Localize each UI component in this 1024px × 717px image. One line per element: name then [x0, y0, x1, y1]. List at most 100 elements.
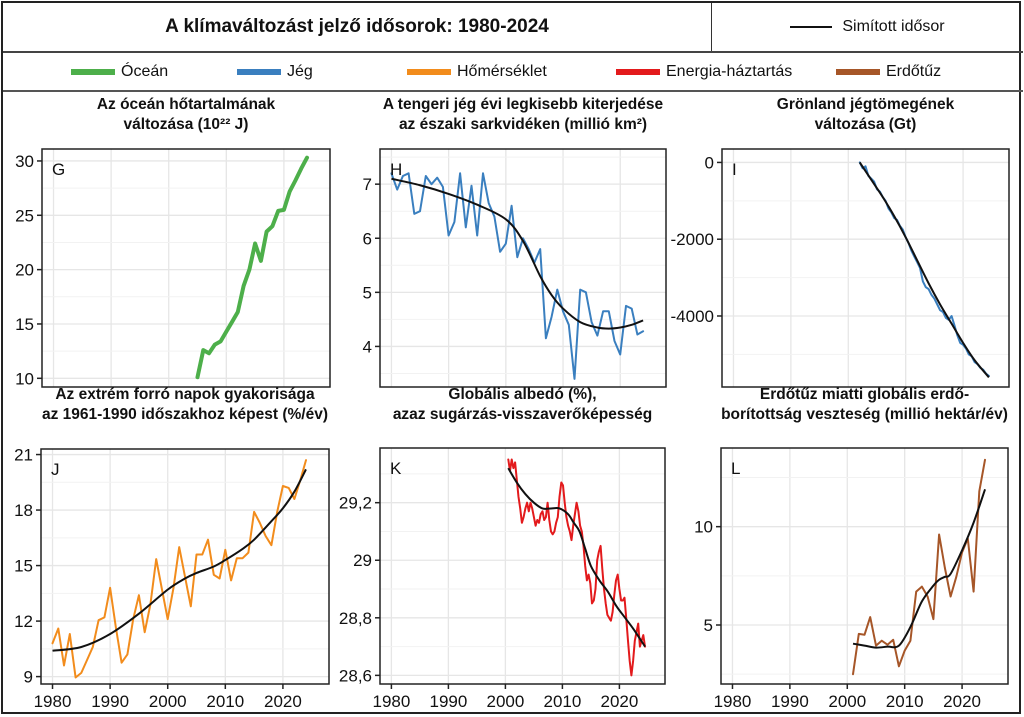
chart-title-line: A tengeri jég évi legkisebb kiterjedése	[383, 96, 664, 113]
legend-swatch-ocean-icon	[71, 68, 115, 75]
y-tick-label: 25	[15, 206, 34, 225]
category-legend: Óceán Jég Hőmérséklet Energia-háztartás …	[3, 53, 1023, 92]
panel-letter: I	[732, 160, 737, 179]
y-tick-label: 29,2	[339, 494, 372, 513]
plot-background	[42, 149, 330, 387]
y-tick-label: 29	[353, 551, 372, 570]
plot-background	[721, 448, 1008, 684]
x-tick-label: 2010	[543, 692, 581, 711]
legend-label: Erdőtűz	[886, 62, 942, 80]
x-tick-label: 1980	[34, 692, 72, 711]
series-line-jég	[390, 172, 645, 380]
y-tick-label: 15	[15, 315, 34, 334]
legend-label: Hőmérséklet	[457, 62, 547, 80]
plot-border	[720, 447, 1009, 685]
panel-letter: J	[51, 460, 60, 479]
x-tick-label: 2020	[264, 692, 302, 711]
series-line-energia-háztartás	[507, 458, 646, 677]
chart-title-line: az 1961-1990 időszakhoz képest (%/év)	[42, 406, 328, 423]
chart-title-line: Az extrém forró napok gyakorisága	[55, 386, 315, 403]
legend-swatch-temperature-icon	[407, 68, 451, 75]
y-tick-label: 5	[363, 283, 372, 302]
y-tick-label: 0	[705, 153, 714, 172]
plot-border	[721, 148, 1010, 388]
legend-item-wildfire: Erdőtűz	[836, 53, 941, 90]
y-tick-label: 20	[15, 261, 34, 280]
y-tick-label: 30	[15, 152, 34, 171]
chart-title-line: borítottság veszteség (millió hektár/év)	[721, 406, 1008, 423]
chart-panel-g: Az óceán hőtartalmának változása (10²² J)…	[15, 96, 331, 388]
y-tick-label: 28,6	[339, 666, 372, 685]
x-tick-label: 1980	[372, 692, 410, 711]
legend-item-ice: Jég	[237, 53, 313, 90]
chart-panel-l: Erdőtűz miatti globális erdő-borítottság…	[694, 386, 1009, 711]
y-tick-label: 4	[363, 337, 372, 356]
x-tick-label: 1990	[771, 692, 809, 711]
legend-item-energy-balance: Energia-háztartás	[616, 53, 792, 90]
y-tick-label: 7	[363, 175, 372, 194]
panel-letter: G	[52, 160, 65, 179]
series-line-hőmérséklet	[51, 459, 307, 679]
x-tick-label: 2020	[600, 692, 638, 711]
x-tick-label: 2020	[943, 692, 981, 711]
chart-panel-j: Az extrém forró napok gyakorisága az 1961…	[14, 386, 330, 711]
series-line-óceán	[195, 155, 309, 380]
y-tick-label: 15	[14, 557, 33, 576]
chart-title-line: változása (10²² J)	[124, 116, 249, 133]
y-tick-label: 10	[694, 518, 713, 537]
y-tick-label: -4000	[671, 307, 714, 326]
legend-item-ocean: Óceán	[71, 53, 168, 90]
legend-item-temperature: Hőmérséklet	[407, 53, 547, 90]
y-tick-label: 5	[704, 616, 713, 635]
chart-title-line: Erdőtűz miatti globális erdő-	[760, 386, 969, 403]
panel-letter: K	[390, 459, 402, 478]
plot-background	[722, 149, 1009, 387]
chart-panel-i: Grönland jégtömegének változása (Gt) I0 -20…	[671, 96, 1010, 388]
plot-background	[380, 448, 665, 684]
chart-title-line: Az óceán hőtartalmának	[97, 96, 276, 113]
x-tick-label: 2010	[886, 692, 924, 711]
plot-background	[380, 149, 666, 387]
smoothed-line	[858, 161, 990, 379]
y-tick-label: 18	[14, 501, 33, 520]
x-tick-label: 1990	[429, 692, 467, 711]
smoothed-line	[507, 467, 646, 648]
y-tick-label: 6	[363, 229, 372, 248]
chart-title-line: Grönland jégtömegének	[777, 96, 955, 113]
chart-title-line: az északi sarkvidéken (millió km²)	[399, 116, 647, 133]
smoothed-series-label: Simított idősor	[842, 18, 945, 35]
x-tick-label: 1990	[91, 692, 129, 711]
panel-letter: L	[731, 459, 740, 478]
figure-title: A klímaváltozást jelző idősorok: 1980-20…	[3, 3, 712, 51]
figure-header: A klímaváltozást jelző idősorok: 1980-20…	[3, 3, 1023, 53]
chart-title-line: azaz sugárzás-visszaverőképesség	[393, 406, 652, 423]
y-tick-label: 12	[14, 612, 33, 631]
x-tick-label: 2000	[828, 692, 866, 711]
x-tick-label: 2010	[206, 692, 244, 711]
chart-panel-h: A tengeri jég évi legkisebb kiterjedése a…	[363, 96, 667, 388]
x-tick-label: 2000	[149, 692, 187, 711]
y-tick-label: 10	[15, 369, 34, 388]
smoothed-series-legend: Simított idősor	[712, 3, 1023, 51]
smoothed-line	[852, 488, 986, 649]
legend-swatch-energy-balance-icon	[616, 68, 660, 75]
plot-border	[379, 447, 666, 685]
legend-label: Óceán	[121, 62, 169, 80]
smoothed-line	[52, 468, 307, 652]
legend-label: Jég	[287, 62, 313, 80]
x-tick-label: 2000	[486, 692, 524, 711]
chart-title-line: változása (Gt)	[815, 116, 917, 133]
smoothed-line	[391, 177, 644, 330]
smoothed-line-swatch-icon	[790, 26, 833, 28]
x-tick-label: 1980	[714, 692, 752, 711]
plot-border	[40, 448, 330, 685]
panel-letter: H	[390, 160, 402, 179]
legend-swatch-wildfire-icon	[836, 68, 880, 75]
legend-swatch-ice-icon	[237, 68, 281, 75]
plot-border	[41, 148, 331, 388]
plot-border	[379, 148, 667, 388]
y-tick-label: -2000	[671, 230, 714, 249]
y-tick-label: 9	[24, 668, 33, 687]
chart-panel-k: Globális albedó (%), azaz sugárzás-vissza…	[339, 386, 666, 711]
